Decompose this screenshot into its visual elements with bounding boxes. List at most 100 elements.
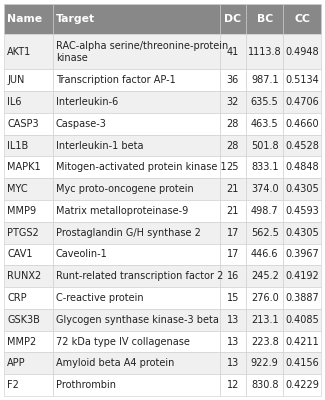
Bar — [4, 200, 53, 222]
Text: CAV1: CAV1 — [7, 250, 33, 260]
Bar — [246, 156, 283, 178]
Bar — [220, 34, 246, 69]
Bar — [246, 352, 283, 374]
Text: 833.1: 833.1 — [251, 162, 279, 172]
Text: 36: 36 — [227, 75, 239, 85]
Text: 0.4305: 0.4305 — [285, 184, 319, 194]
Text: 13: 13 — [227, 336, 239, 346]
Bar — [53, 135, 220, 156]
Text: 498.7: 498.7 — [251, 206, 279, 216]
Text: CASP3: CASP3 — [7, 119, 39, 129]
Bar — [283, 113, 321, 135]
Text: 0.3967: 0.3967 — [285, 250, 319, 260]
Text: 245.2: 245.2 — [251, 271, 279, 281]
Text: CC: CC — [294, 14, 310, 24]
Bar — [220, 265, 246, 287]
Text: 0.4229: 0.4229 — [285, 380, 319, 390]
Bar — [4, 287, 53, 309]
Text: 0.4593: 0.4593 — [285, 206, 319, 216]
Bar — [53, 113, 220, 135]
Bar — [53, 200, 220, 222]
Bar — [220, 374, 246, 396]
Text: Prostaglandin G/H synthase 2: Prostaglandin G/H synthase 2 — [56, 228, 201, 238]
Bar — [283, 352, 321, 374]
Text: 0.5134: 0.5134 — [285, 75, 319, 85]
Bar — [4, 69, 53, 91]
Text: Interleukin-6: Interleukin-6 — [56, 97, 118, 107]
Bar — [283, 287, 321, 309]
Bar — [246, 178, 283, 200]
Bar — [283, 374, 321, 396]
Text: 16: 16 — [227, 271, 239, 281]
Text: C-reactive protein: C-reactive protein — [56, 293, 143, 303]
Text: MYC: MYC — [7, 184, 28, 194]
Text: 25: 25 — [227, 162, 239, 172]
Text: 17: 17 — [227, 228, 239, 238]
Bar — [4, 244, 53, 265]
Text: Caveolin-1: Caveolin-1 — [56, 250, 108, 260]
Text: 1113.8: 1113.8 — [248, 47, 281, 57]
Text: DC: DC — [224, 14, 241, 24]
Bar — [220, 309, 246, 331]
Text: F2: F2 — [7, 380, 19, 390]
Bar — [246, 265, 283, 287]
Bar — [4, 352, 53, 374]
Text: 223.8: 223.8 — [251, 336, 279, 346]
Text: MAPK1: MAPK1 — [7, 162, 41, 172]
Text: IL1B: IL1B — [7, 140, 28, 150]
Text: GSK3B: GSK3B — [7, 315, 40, 325]
Text: 0.4848: 0.4848 — [285, 162, 319, 172]
Bar — [220, 331, 246, 352]
Bar — [4, 4, 53, 34]
Bar — [53, 265, 220, 287]
Bar — [4, 113, 53, 135]
Text: APP: APP — [7, 358, 26, 368]
Text: 562.5: 562.5 — [251, 228, 279, 238]
Bar — [283, 265, 321, 287]
Bar — [220, 352, 246, 374]
Bar — [283, 91, 321, 113]
Bar — [283, 69, 321, 91]
Text: 72 kDa type IV collagenase: 72 kDa type IV collagenase — [56, 336, 190, 346]
Text: RAC-alpha serine/threonine-protein
kinase: RAC-alpha serine/threonine-protein kinas… — [56, 41, 228, 63]
Text: MMP9: MMP9 — [7, 206, 36, 216]
Bar — [53, 374, 220, 396]
Bar — [53, 352, 220, 374]
Bar — [220, 113, 246, 135]
Text: 0.4528: 0.4528 — [285, 140, 319, 150]
Bar — [53, 156, 220, 178]
Bar — [53, 287, 220, 309]
Bar — [246, 200, 283, 222]
Bar — [283, 156, 321, 178]
Text: IL6: IL6 — [7, 97, 21, 107]
Text: 987.1: 987.1 — [251, 75, 279, 85]
Text: 21: 21 — [227, 206, 239, 216]
Bar — [246, 287, 283, 309]
Bar — [53, 222, 220, 244]
Text: BC: BC — [257, 14, 273, 24]
Bar — [220, 222, 246, 244]
Text: 0.4156: 0.4156 — [285, 358, 319, 368]
Bar — [53, 4, 220, 34]
Bar — [220, 91, 246, 113]
Bar — [53, 69, 220, 91]
Text: 0.3887: 0.3887 — [285, 293, 319, 303]
Text: 0.4192: 0.4192 — [285, 271, 319, 281]
Text: Target: Target — [56, 14, 95, 24]
Bar — [4, 309, 53, 331]
Bar — [283, 178, 321, 200]
Text: Prothrombin: Prothrombin — [56, 380, 116, 390]
Bar — [4, 265, 53, 287]
Text: 276.0: 276.0 — [251, 293, 279, 303]
Text: 28: 28 — [227, 119, 239, 129]
Text: Mitogen-activated protein kinase 1: Mitogen-activated protein kinase 1 — [56, 162, 227, 172]
Bar — [4, 222, 53, 244]
Bar — [246, 135, 283, 156]
Bar — [4, 91, 53, 113]
Bar — [4, 374, 53, 396]
Text: 0.4948: 0.4948 — [285, 47, 319, 57]
Bar — [246, 374, 283, 396]
Text: 17: 17 — [227, 250, 239, 260]
Text: 21: 21 — [227, 184, 239, 194]
Bar — [220, 69, 246, 91]
